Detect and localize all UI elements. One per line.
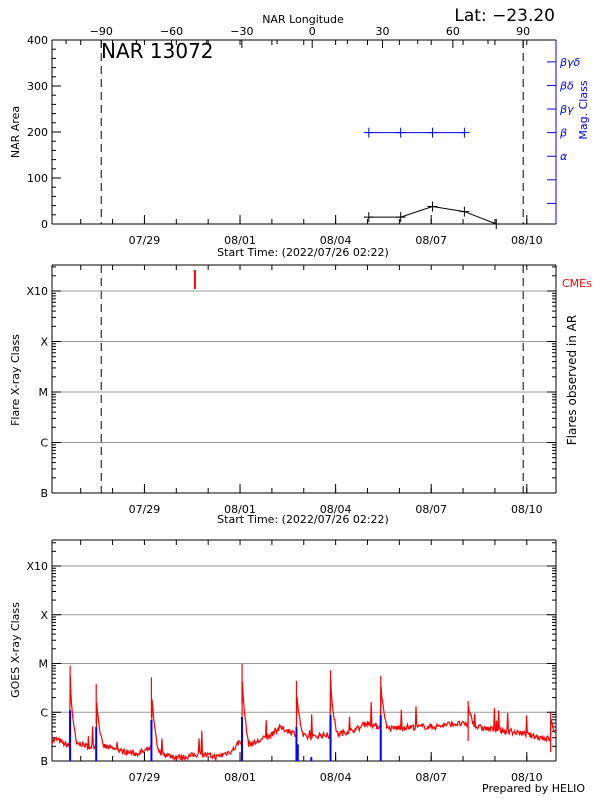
prepared-by-label: Prepared by HELIO: [482, 782, 585, 795]
area-point: [395, 212, 406, 223]
class-tick-label: B: [40, 755, 48, 768]
mag-class-tick-label: β: [559, 127, 567, 140]
mag-class-point: [363, 127, 374, 138]
latitude-label: Lat: −23.20: [454, 6, 555, 26]
x-tick-label: 08/04: [320, 771, 352, 784]
x-tick-label: 07/29: [129, 234, 161, 247]
area-tick-label: 100: [27, 172, 48, 185]
start-time-label-1: Start Time: (2022/07/26 02:22): [217, 246, 389, 259]
class-tick-label: X10: [26, 285, 48, 298]
x-tick-label: 08/07: [415, 503, 447, 516]
flare-class-axis-label: Flare X-ray Class: [9, 334, 22, 426]
mag-class-tick-label: βγδ: [559, 56, 581, 69]
longitude-tick-label: 0: [309, 25, 316, 38]
area-axis-label: NAR Area: [9, 106, 22, 158]
longitude-tick-label: −30: [230, 25, 253, 38]
mag-class-tick-label: βγ: [559, 103, 574, 116]
class-tick-label: C: [40, 706, 48, 719]
mag-class-point: [395, 127, 406, 138]
area-tick-label: 0: [41, 218, 48, 231]
class-tick-label: C: [40, 437, 48, 450]
start-time-label-2: Start Time: (2022/07/26 02:22): [217, 513, 389, 526]
longitude-tick-label: 90: [516, 25, 530, 38]
x-tick-label: 08/01: [224, 503, 256, 516]
class-tick-label: M: [39, 658, 49, 671]
longitude-axis-label: NAR Longitude: [262, 13, 344, 26]
mag-class-point: [459, 127, 470, 138]
x-tick-label: 08/10: [511, 503, 543, 516]
x-tick-label: 07/29: [129, 503, 161, 516]
cmes-label: CMEs: [562, 277, 592, 290]
x-tick-label: 08/04: [320, 503, 352, 516]
area-tick-label: 300: [27, 80, 48, 93]
class-tick-label: X: [40, 609, 48, 622]
area-tick-label: 200: [27, 126, 48, 139]
x-tick-label: 08/01: [224, 771, 256, 784]
goes-class-axis-label: GOES X-ray Class: [9, 602, 22, 698]
goes-flux-line: [51, 675, 557, 762]
mag-class-tick-label: α: [560, 150, 568, 163]
class-tick-label: M: [39, 386, 49, 399]
class-tick-label: X: [40, 336, 48, 349]
longitude-tick-label: 30: [376, 25, 390, 38]
mag-class-axis-label: Mag. Class: [577, 80, 590, 139]
area-point: [427, 201, 438, 212]
class-tick-label: X10: [26, 560, 48, 573]
x-tick-label: 08/10: [511, 234, 543, 247]
x-tick-label: 07/29: [129, 771, 161, 784]
nar-title: NAR 13072: [101, 39, 214, 63]
x-tick-label: 08/01: [224, 234, 256, 247]
x-tick-label: 08/04: [320, 234, 352, 247]
area-point: [363, 212, 374, 223]
mag-class-point: [427, 127, 438, 138]
area-point: [491, 219, 502, 229]
longitude-tick-label: −60: [160, 25, 183, 38]
longitude-tick-label: 60: [446, 25, 460, 38]
area-tick-label: 400: [27, 34, 48, 47]
x-tick-label: 08/07: [415, 771, 447, 784]
longitude-tick-label: −90: [90, 25, 113, 38]
mag-class-tick-label: βδ: [559, 79, 574, 92]
area-point: [459, 206, 470, 217]
class-tick-label: B: [40, 487, 48, 500]
x-tick-label: 08/07: [415, 234, 447, 247]
x-tick-label: 08/10: [511, 771, 543, 784]
flares-observed-label: Flares observed in AR: [565, 315, 579, 445]
